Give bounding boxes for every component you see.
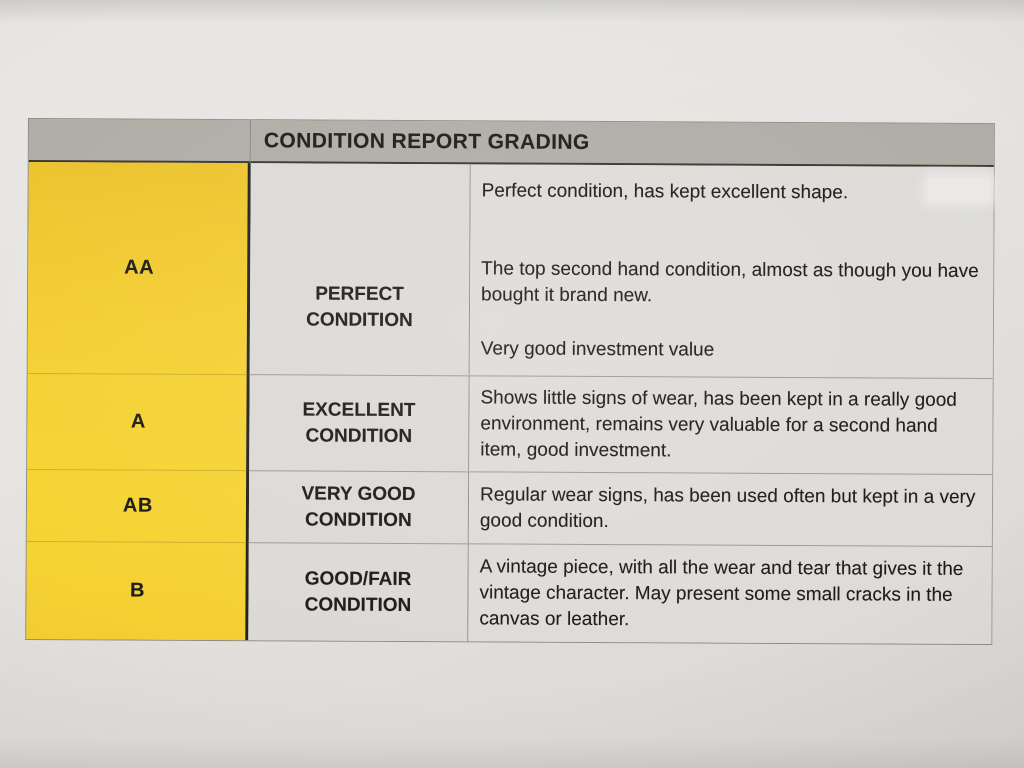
table-title-cell: CONDITION REPORT GRADING [250,120,994,168]
description-paragraph: Perfect condition, has kept excellent sh… [481,180,849,204]
grade-label: B [129,579,146,602]
condition-cell-excellent: EXCELLENT CONDITION [249,374,470,472]
condition-cell-perfect: PERFECT CONDITION [249,163,471,376]
condition-label: VERY GOOD CONDITION [301,482,416,531]
description-paragraph: Regular wear signs, has been used often … [479,483,976,532]
grade-cell-aa: AA [28,162,251,374]
grade-label: A [130,410,146,433]
condition-label: EXCELLENT CONDITION [302,398,416,447]
header-spacer-cell [28,119,251,164]
description-paragraph: Very good investment value [480,338,715,361]
grade-cell-b: B [26,540,249,641]
grade-cell-a: A [27,373,250,471]
table-title: CONDITION REPORT GRADING [263,128,590,154]
description-paragraph: Shows little signs of wear, has been kep… [480,386,957,461]
grade-label: AA [124,256,155,279]
description-cell-very-good: Regular wear signs, has been used often … [468,471,993,547]
condition-cell-good-fair: GOOD/FAIR CONDITION [248,542,469,642]
description-paragraph: The top second hand condition, almost as… [481,258,979,307]
description-paragraph: A vintage piece, with all the wear and t… [479,555,964,630]
condition-label: GOOD/FAIR CONDITION [304,567,412,616]
description-cell-good-fair: A vintage piece, with all the wear and t… [468,543,992,645]
condition-grading-table: CONDITION REPORT GRADING AA PERFECT COND… [25,118,995,646]
condition-label: PERFECT CONDITION [306,283,413,332]
description-cell-perfect: Perfect condition, has kept excellent sh… [469,164,994,379]
grade-label: AB [122,494,154,517]
condition-cell-very-good: VERY GOOD CONDITION [248,470,470,544]
grade-cell-ab: AB [26,469,250,543]
description-cell-excellent: Shows little signs of wear, has been kep… [469,375,993,475]
